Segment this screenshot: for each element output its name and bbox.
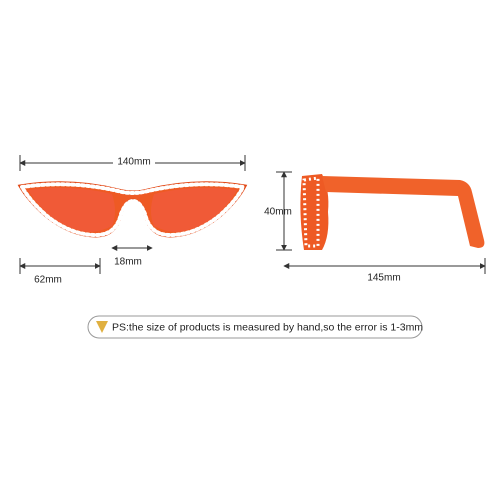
lens-label: 62mm xyxy=(34,275,62,286)
side-view xyxy=(300,174,485,250)
label-bg xyxy=(113,155,155,169)
note-icon xyxy=(96,321,108,333)
width-label: 140mm xyxy=(117,157,150,168)
bridge-label: 18mm xyxy=(114,257,142,268)
height-label: 40mm xyxy=(264,207,292,218)
note-box xyxy=(87,315,423,339)
temple-label: 145mm xyxy=(367,273,400,284)
front-view xyxy=(17,181,248,238)
note-text: PS:the size of products is measured by h… xyxy=(112,321,423,333)
